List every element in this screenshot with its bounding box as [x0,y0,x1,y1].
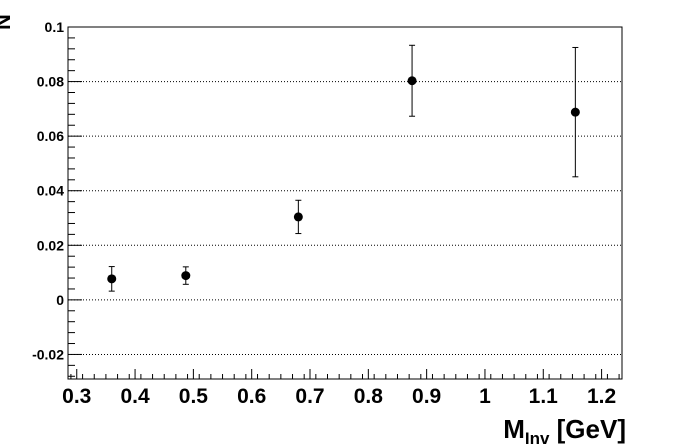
x-tick-label: 1.2 [587,385,616,408]
x-tick-label: 0.6 [237,385,266,408]
y-tick-label: 0 [56,292,64,308]
data-point [107,274,117,284]
x-axis-label: MInv [GeV] [503,414,626,444]
data-point [570,107,580,117]
y-axis-label: N [0,14,15,30]
x-axis: 0.3 0.4 0.5 0.6 0.7 0.8 0.9 1 1.1 1.2 [62,369,620,408]
x-tick-label: 1 [479,385,491,408]
x-tick-label: 0.8 [354,385,384,408]
x-tick-label: 0.3 [62,385,91,408]
y-axis: -0.02 0 0.02 0.04 0.06 0.08 0.1 [32,19,82,377]
x-tick-label: 0.9 [412,385,441,408]
x-tick-label: 0.4 [120,385,150,408]
data-point [293,212,303,222]
x-tick-label: 0.5 [179,385,209,408]
y-tick-label: 0.1 [45,19,65,35]
y-tick-label: 0.04 [37,183,64,199]
x-tick-label: 0.7 [295,385,324,408]
data-points [107,44,580,292]
x-tick-label: 1.1 [529,385,559,408]
plot-frame [67,26,623,380]
y-tick-label: 0.06 [37,128,64,144]
y-tick-label: 0.02 [37,237,64,253]
y-tick-label: -0.02 [32,346,64,362]
data-point [181,271,191,281]
y-tick-label: 0.08 [37,74,64,90]
grid-lines [68,81,622,355]
data-point [407,76,417,86]
